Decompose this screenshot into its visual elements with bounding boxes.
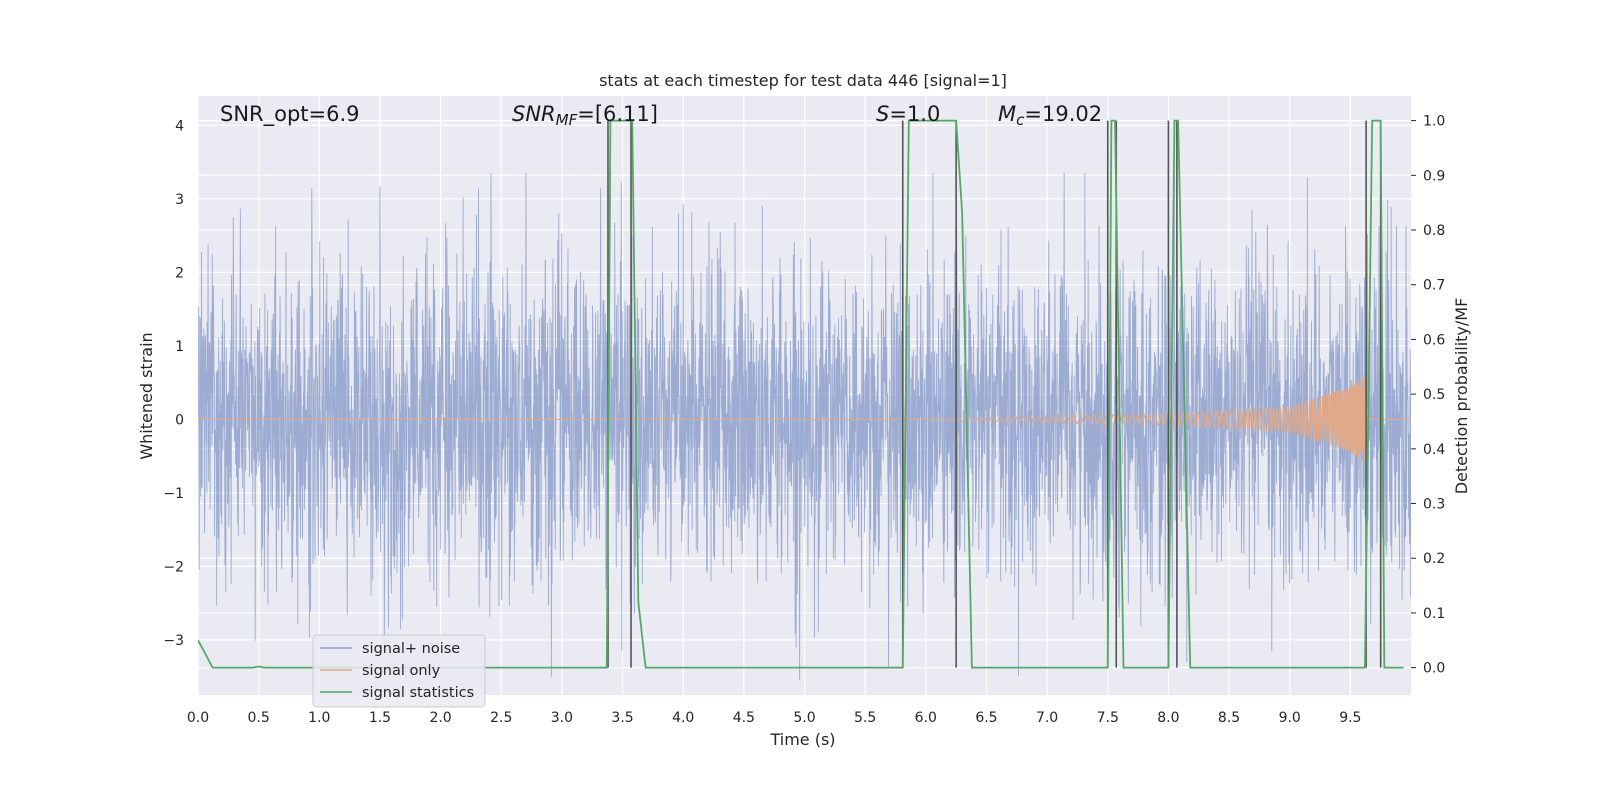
- mc-subscript: c: [1016, 111, 1025, 129]
- x-tick-label: 8.5: [1218, 710, 1240, 726]
- x-tick-label: 1.5: [369, 710, 391, 726]
- x-tick-label: 1.0: [308, 710, 330, 726]
- annotation-snr-opt: SNR_opt=6.9: [220, 102, 360, 127]
- y-tick-label: −3: [163, 633, 184, 649]
- legend-box: [312, 634, 486, 708]
- legend: signal+ noise signal only signal statist…: [312, 634, 486, 708]
- x-tick-label: 7.0: [1036, 710, 1058, 726]
- y-tick-label: −2: [163, 559, 184, 575]
- tick-layer: 0.0 0.5 1.0 1.5 2.0 2.5 3.0 3.5 4.0 4.5 5.0 5.5 6.0 6…: [163, 114, 1445, 726]
- snr-mf-subscript: MF: [556, 111, 578, 129]
- x-tick-label: 7.5: [1097, 710, 1119, 726]
- s-value: =1.0: [889, 102, 940, 126]
- x-tick-label: 2.0: [429, 710, 451, 726]
- x-tick-label: 5.0: [793, 710, 815, 726]
- x-tick-label: 2.5: [490, 710, 512, 726]
- x-tick-label: 0.0: [187, 710, 209, 726]
- annotation-s: S=1.0: [876, 102, 940, 126]
- y-right-tick-label: 0.9: [1423, 168, 1445, 184]
- x-tick-label: 5.5: [854, 710, 876, 726]
- x-tick-label: 3.0: [551, 710, 573, 726]
- y-right-tick-label: 0.7: [1423, 278, 1445, 294]
- y-tick-label: −1: [163, 486, 184, 502]
- y-tick-label: 1: [175, 339, 184, 355]
- x-tick-label: 0.5: [248, 710, 270, 726]
- y-right-tick-label: 0.5: [1423, 387, 1445, 403]
- x-axis-label: Time (s): [769, 730, 835, 749]
- y-right-tick-label: 1.0: [1423, 114, 1445, 130]
- annotation-mc: Mc=19.02: [998, 102, 1102, 129]
- x-tick-label: 9.0: [1279, 710, 1301, 726]
- y-right-tick-label: 0.2: [1423, 551, 1445, 567]
- y-right-tick-label: 0.3: [1423, 497, 1445, 513]
- y-tick-label: 3: [175, 192, 184, 208]
- y-right-tick-label: 0.8: [1423, 223, 1445, 239]
- x-tick-label: 4.5: [733, 710, 755, 726]
- x-tick-label: 6.0: [915, 710, 937, 726]
- series-signal-only: [198, 375, 1411, 463]
- x-tick-label: 3.5: [611, 710, 633, 726]
- y-axis-label: Whitened strain: [137, 332, 156, 459]
- y-right-tick-label: 0.6: [1423, 332, 1445, 348]
- y-right-tick-label: 0.0: [1423, 661, 1445, 677]
- y-tick-label: 0: [175, 412, 184, 428]
- x-tick-label: 6.5: [975, 710, 997, 726]
- s-symbol: S: [876, 102, 889, 126]
- legend-label-signal-only: signal only: [362, 663, 441, 679]
- series-signal-statistics: [198, 119, 1404, 669]
- y-right-tick-label: 0.1: [1423, 606, 1445, 622]
- annotation-snr-mf: SNRMF=[6.11]: [512, 102, 658, 129]
- snr-mf-value: =[6.11]: [577, 102, 658, 126]
- legend-label-signal-noise: signal+ noise: [362, 641, 460, 657]
- y-tick-label: 4: [175, 118, 184, 134]
- series-signal-noise: [198, 173, 1411, 680]
- mc-value: =19.02: [1024, 102, 1102, 126]
- x-tick-label: 9.5: [1339, 710, 1361, 726]
- y-axis-right-label: Detection probability/MF: [1452, 298, 1471, 495]
- x-tick-label: 4.0: [672, 710, 694, 726]
- legend-label-signal-statistics: signal statistics: [362, 685, 474, 701]
- chart-title: stats at each timestep for test data 446…: [599, 71, 1007, 90]
- y-tick-label: 2: [175, 265, 184, 281]
- snr-mf-symbol: SNR: [512, 102, 556, 126]
- y-right-tick-label: 0.4: [1423, 442, 1445, 458]
- mc-symbol: M: [998, 102, 1016, 126]
- data-layer: [198, 119, 1411, 680]
- x-tick-label: 8.0: [1157, 710, 1179, 726]
